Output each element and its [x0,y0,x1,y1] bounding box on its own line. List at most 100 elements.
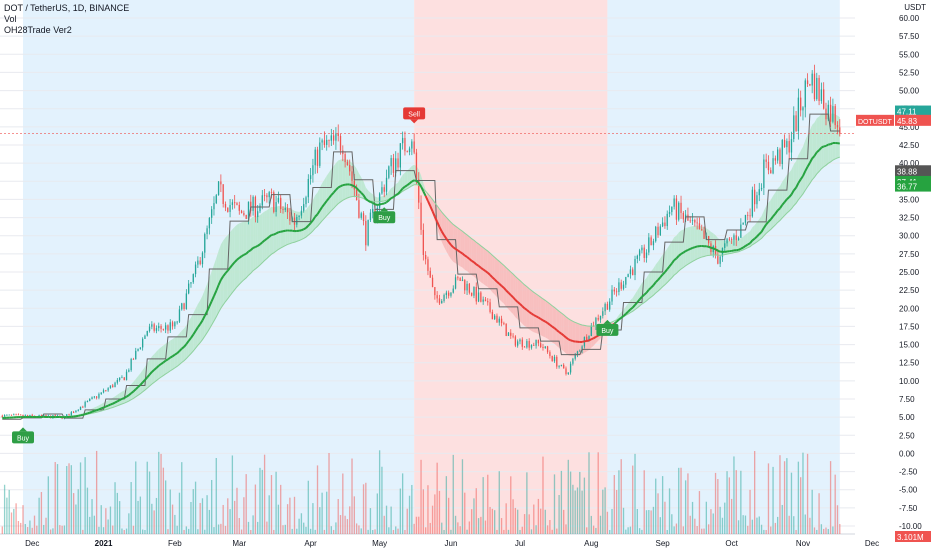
ma-segment [565,336,569,341]
candle-body [45,415,47,417]
volume-bar [572,484,574,534]
candle-body [305,197,307,205]
volume-bar [604,487,606,534]
volume-bar [583,477,586,534]
band-fill-segment [184,325,187,361]
ma-segment [659,273,664,278]
ma-segment [187,337,192,342]
candle-body [537,339,540,344]
candle-body [250,201,252,211]
volume-bar [726,471,728,534]
volume-bar [326,491,328,534]
volume-bar [227,498,229,534]
ma-segment [130,390,135,395]
volume-bar [79,462,82,534]
candle-body [77,410,79,411]
ma-segment [397,190,402,195]
ma-segment [438,226,443,232]
band-fill-segment [821,113,824,169]
ma-segment [349,183,353,187]
candle-body [263,195,266,197]
candle-body [560,364,563,367]
ma-segment [383,201,387,205]
candle-body [443,294,445,301]
candle-body [698,223,701,230]
ma-segment [312,216,317,221]
band-fill-segment [816,116,820,174]
volume-bar [691,501,694,534]
y-tick-label: 60.00 [899,14,920,23]
candle-body [282,209,284,210]
volume-bar [24,524,26,534]
ma-segment [673,257,678,261]
indicator-label[interactable]: OH28Trade Ver2 [4,25,72,35]
ma-segment [477,265,482,269]
volume-bar [153,510,155,534]
ma-segment [89,410,93,414]
volume-bar [312,503,314,534]
candle-body [220,181,222,185]
indicator-fill [2,113,840,418]
ma-segment [176,350,181,354]
band-fill-segment [830,113,833,162]
ma-segment [314,213,319,218]
volume-bar [38,497,40,534]
band-fill-segment [255,216,258,269]
ma-segment [268,234,273,238]
candle-body [813,73,816,100]
x-tick-label: Feb [168,539,182,548]
volume-bar [206,495,208,534]
volume-indicator-label[interactable]: Vol [4,14,17,24]
candle-body [280,197,282,210]
ma-segment [689,247,693,250]
volume-bar [724,502,726,534]
ma-segment [542,319,546,323]
ma-segment [263,237,268,242]
ma-segment [181,346,185,350]
candle-body [466,283,468,291]
volume-bar [436,462,438,534]
candle-body [365,220,367,246]
ma-segment [519,303,523,307]
volume-bar [560,470,563,534]
ma-segment [618,317,622,321]
candle-body [261,195,263,206]
ma-segment [445,238,450,243]
candle-body [450,292,452,296]
band-fill-segment [687,226,691,265]
ma-segment [119,398,123,401]
candle-body [818,77,820,102]
band-fill-segment [138,373,141,396]
candle-body [105,390,107,392]
x-tick-label: Dec [865,539,879,548]
ma-segment [443,234,448,240]
volume-bar [549,520,551,534]
ma-segment [395,193,399,197]
band-fill-segment [209,271,212,329]
ma-segment [753,235,758,240]
band-fill-segment [110,397,113,409]
band-fill-segment [568,318,571,357]
ma-segment [360,192,365,196]
volume-bar [820,524,823,534]
candle-body [40,415,43,417]
candle-body [160,325,162,329]
candle-body [754,189,756,205]
candle-body [183,303,185,310]
candle-body [89,398,91,401]
volume-bar [770,526,772,534]
volume-bar [148,471,151,534]
x-tick-label: Sep [656,539,671,548]
candle-body [678,202,680,220]
volume-bar [8,489,10,534]
ma-segment [590,337,594,341]
volume-bar [162,467,165,534]
band-fill-segment [754,222,757,244]
band-fill-segment [329,168,332,214]
volume-bar [86,487,89,534]
candle-body [535,339,537,346]
volume-bar [277,504,280,534]
candle-body [429,270,431,278]
ma-segment [208,300,213,307]
